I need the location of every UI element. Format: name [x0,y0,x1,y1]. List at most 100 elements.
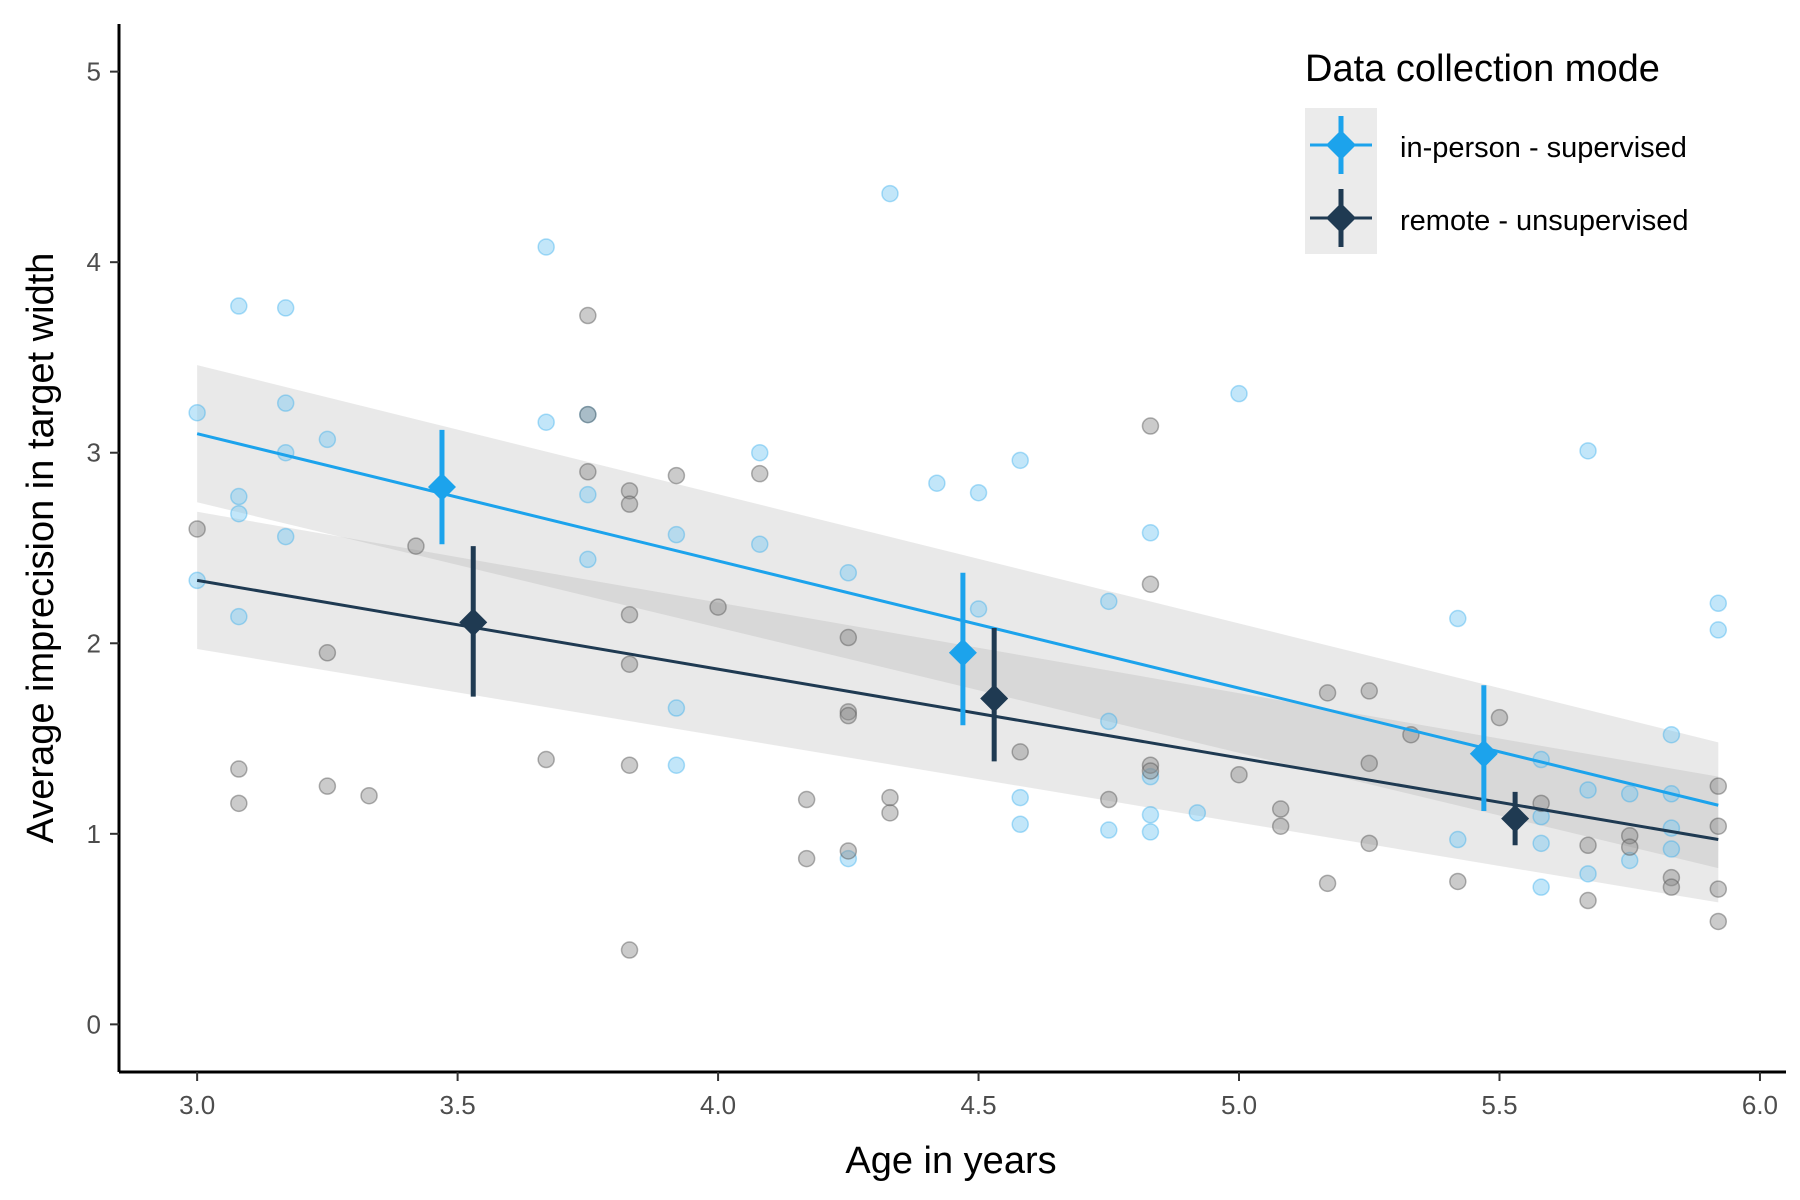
x-tick-label: 4.5 [960,1090,996,1120]
y-axis-ticks: 0 1 2 3 4 5 [87,57,119,1039]
regression-line [196,432,1719,807]
data-point [969,483,988,502]
data-point [1360,682,1378,700]
data-point [1141,575,1160,593]
data-point [276,394,295,412]
data-point [839,564,858,582]
axes: 3.0 3.5 4.0 4.5 5.0 5.5 6.0 0 1 2 3 4 5 [87,24,1786,1120]
data-point [1271,800,1290,818]
data-point [579,550,597,569]
data-point [1709,880,1728,898]
data-point [751,535,769,553]
data-point [230,297,248,315]
data-point [1100,712,1118,731]
summary-markers [427,429,1530,846]
data-point [1449,609,1467,628]
data-point [839,706,858,725]
data-point [407,537,425,555]
data-point [188,403,206,422]
data-point [667,756,686,774]
data-point [1449,830,1467,849]
data-point [620,941,639,959]
data-point [1709,621,1728,639]
data-point [579,405,597,424]
data-point [1449,872,1467,891]
data-point [537,413,555,431]
data-point [318,777,337,795]
confidence-band [197,511,1719,903]
x-tick-label: 4.0 [700,1090,736,1120]
data-point [230,607,248,626]
data-point [1490,708,1509,727]
confidence-band [197,365,1719,869]
data-point [276,299,295,317]
legend-key-diamond [1326,203,1356,233]
data-point [579,405,597,424]
data-point [1532,878,1550,896]
summary-diamond [1469,739,1498,768]
legend-label-remote: remote - unsupervised [1400,205,1689,237]
data-point [1662,725,1681,744]
legend: Data collection mode in-person - supervi… [1305,48,1689,254]
data-point [1011,815,1029,834]
data-point [318,644,337,662]
data-point [188,520,206,538]
data-point [839,849,858,868]
data-point [230,504,248,523]
data-point [1579,836,1597,855]
data-point [230,487,248,506]
x-tick-label: 5.0 [1221,1090,1257,1120]
regression-line [196,578,1719,842]
data-point [667,525,686,544]
data-point [1230,384,1248,403]
data-point [1318,874,1337,893]
summary-diamond [459,608,488,637]
data-point [969,600,988,618]
data-point [1579,865,1597,883]
y-tick-label: 3 [87,438,101,468]
y-axis-title: Average imprecision in target width [20,253,62,844]
data-point [881,184,899,203]
summary-diamond [1501,804,1530,833]
data-point [620,482,639,500]
y-tick-label: 5 [87,57,101,87]
y-tick-label: 0 [87,1009,101,1039]
data-point [1620,826,1639,845]
summary-diamond [980,684,1009,713]
data-point [1141,823,1160,841]
data-point [1360,834,1378,853]
data-point [751,443,769,462]
data-point [1662,878,1681,896]
data-point [1579,891,1597,910]
data-point [620,495,639,513]
data-point [667,699,686,717]
data-point [1141,524,1160,542]
data-point [579,485,597,504]
x-axis-ticks: 3.0 3.5 4.0 4.5 5.0 5.5 6.0 [179,1072,1778,1120]
legend-title: Data collection mode [1305,48,1660,90]
data-point [1360,754,1378,773]
y-tick-label: 1 [87,819,101,849]
data-point [1141,762,1160,780]
data-point [1709,777,1728,795]
data-point [1709,594,1728,613]
y-tick-label: 4 [87,247,101,277]
data-point [1709,912,1728,931]
data-point [1011,451,1029,470]
data-point [230,760,248,778]
data-point [579,463,597,481]
legend-keys [1310,116,1372,247]
data-point [751,464,769,483]
data-point [1318,684,1337,702]
summary-diamond [948,638,977,667]
x-tick-label: 3.5 [440,1090,476,1120]
data-point [839,703,858,721]
data-point [709,598,727,616]
data-point [1188,804,1207,822]
data-point [1620,851,1639,870]
data-point [797,849,816,868]
data-point [360,786,378,805]
data-point [839,842,858,860]
data-point [1532,834,1550,853]
data-point [620,655,639,673]
